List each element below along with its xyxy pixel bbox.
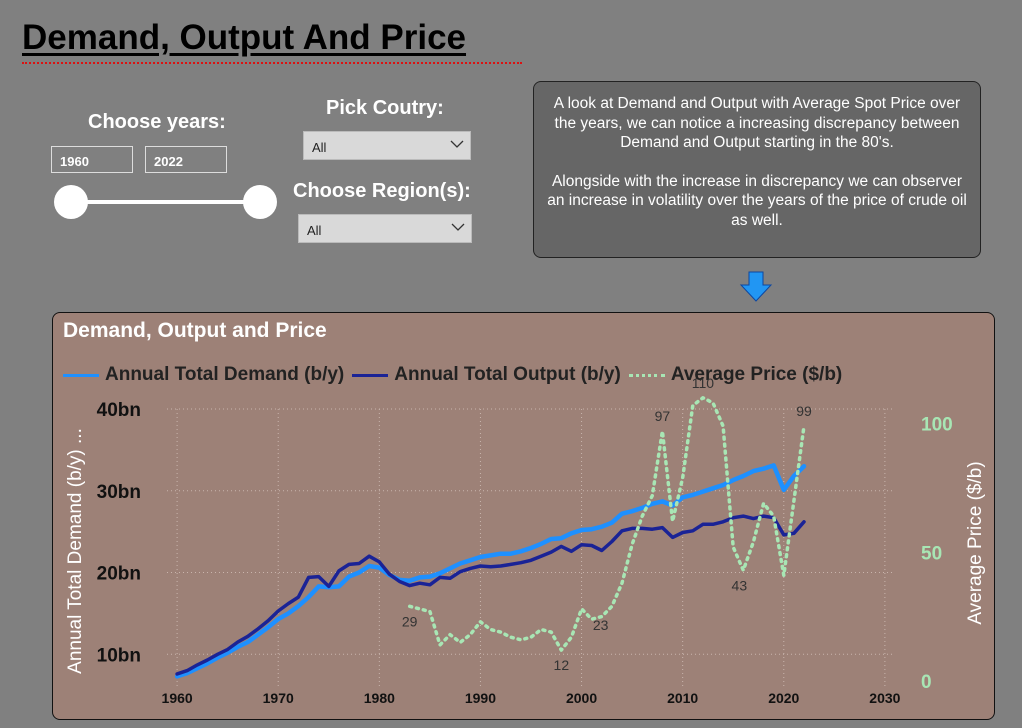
arrow-down-icon: [739, 271, 773, 302]
legend-label-output: Annual Total Output (b/y): [394, 364, 621, 385]
price-data-label: 23: [593, 617, 609, 633]
legend-label-demand: Annual Total Demand (b/y): [105, 364, 345, 385]
year-end-input[interactable]: 2022: [145, 146, 227, 173]
x-tick-label: 1960: [162, 690, 193, 706]
legend-swatch-price: [628, 373, 665, 377]
series-line-demand: [174, 463, 807, 679]
x-tick-label: 1970: [263, 690, 294, 706]
y-tick-label: 40bn: [97, 400, 141, 421]
country-dropdown-value: All: [312, 140, 327, 155]
spellcheck-underline: [22, 58, 522, 64]
legend-item-output: Annual Total Output (b/y): [352, 364, 621, 386]
region-filter-label: Choose Region(s):: [293, 180, 471, 202]
chevron-down-icon: [451, 223, 465, 231]
y-axis-title: Annual Total Demand (b/y) ...: [65, 428, 86, 674]
year-range-start-handle[interactable]: [54, 185, 88, 219]
country-filter-label: Pick Coutry:: [326, 97, 444, 119]
insight-paragraph-2: Alongside with the increase in discrepan…: [547, 172, 967, 229]
year-range-slider-track[interactable]: [70, 200, 260, 204]
y-tick-label: 30bn: [97, 482, 141, 503]
price-data-label: 110: [692, 375, 715, 391]
insight-note: A look at Demand and Output with Average…: [533, 81, 981, 258]
price-data-label: 12: [554, 657, 570, 673]
price-data-label: 97: [655, 408, 671, 424]
x-tick-label: 2020: [768, 690, 799, 706]
page-title: Demand, Output And Price: [22, 18, 467, 57]
chart-title: Demand, Output and Price: [63, 319, 327, 342]
y2-axis-title: Average Price ($/b): [965, 461, 986, 624]
demand-output-price-chart: Demand, Output and Price Annual Total De…: [52, 312, 995, 720]
y2-tick-label: 0: [921, 672, 932, 693]
price-data-label: 99: [796, 403, 812, 419]
country-dropdown[interactable]: All: [303, 131, 471, 160]
x-tick-label: 2010: [667, 690, 698, 706]
region-dropdown[interactable]: All: [298, 214, 472, 243]
legend-item-demand: Annual Total Demand (b/y): [63, 364, 344, 386]
y-tick-label: 10bn: [97, 645, 141, 666]
legend-swatch-demand: [63, 373, 99, 377]
chevron-down-icon: [450, 140, 464, 148]
y-tick-label: 20bn: [97, 564, 141, 585]
chart-legend: Annual Total Demand (b/y) Annual Total O…: [63, 363, 850, 387]
y2-tick-label: 100: [921, 415, 953, 436]
insight-paragraph-1: A look at Demand and Output with Average…: [553, 95, 961, 151]
x-tick-label: 2030: [869, 690, 900, 706]
chart-plot: 1960 1970 1980 1990 2000 2010 2020 2030 10bn 20bn…: [65, 375, 986, 706]
legend-item-price: Average Price ($/b): [628, 364, 843, 386]
year-range-end-handle[interactable]: [243, 185, 277, 219]
legend-swatch-output: [352, 373, 389, 377]
series-line-output: [175, 514, 806, 676]
x-tick-label: 1990: [465, 690, 496, 706]
y2-tick-label: 50: [921, 543, 942, 564]
x-tick-label: 2000: [566, 690, 597, 706]
x-tick-label: 1980: [364, 690, 395, 706]
years-filter-label: Choose years:: [88, 111, 226, 133]
region-dropdown-value: All: [307, 223, 322, 238]
price-data-label: 43: [732, 577, 748, 593]
series-line-price: [407, 396, 806, 652]
year-start-input[interactable]: 1960: [51, 146, 133, 173]
price-data-label: 29: [402, 613, 418, 629]
legend-label-price: Average Price ($/b): [670, 364, 843, 385]
